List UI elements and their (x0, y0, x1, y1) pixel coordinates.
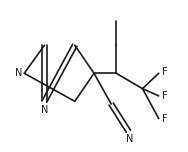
Text: N: N (15, 68, 23, 78)
Text: N: N (41, 105, 48, 115)
Text: F: F (162, 114, 168, 124)
Text: N: N (126, 135, 133, 144)
Text: F: F (162, 91, 168, 101)
Text: F: F (162, 67, 168, 77)
